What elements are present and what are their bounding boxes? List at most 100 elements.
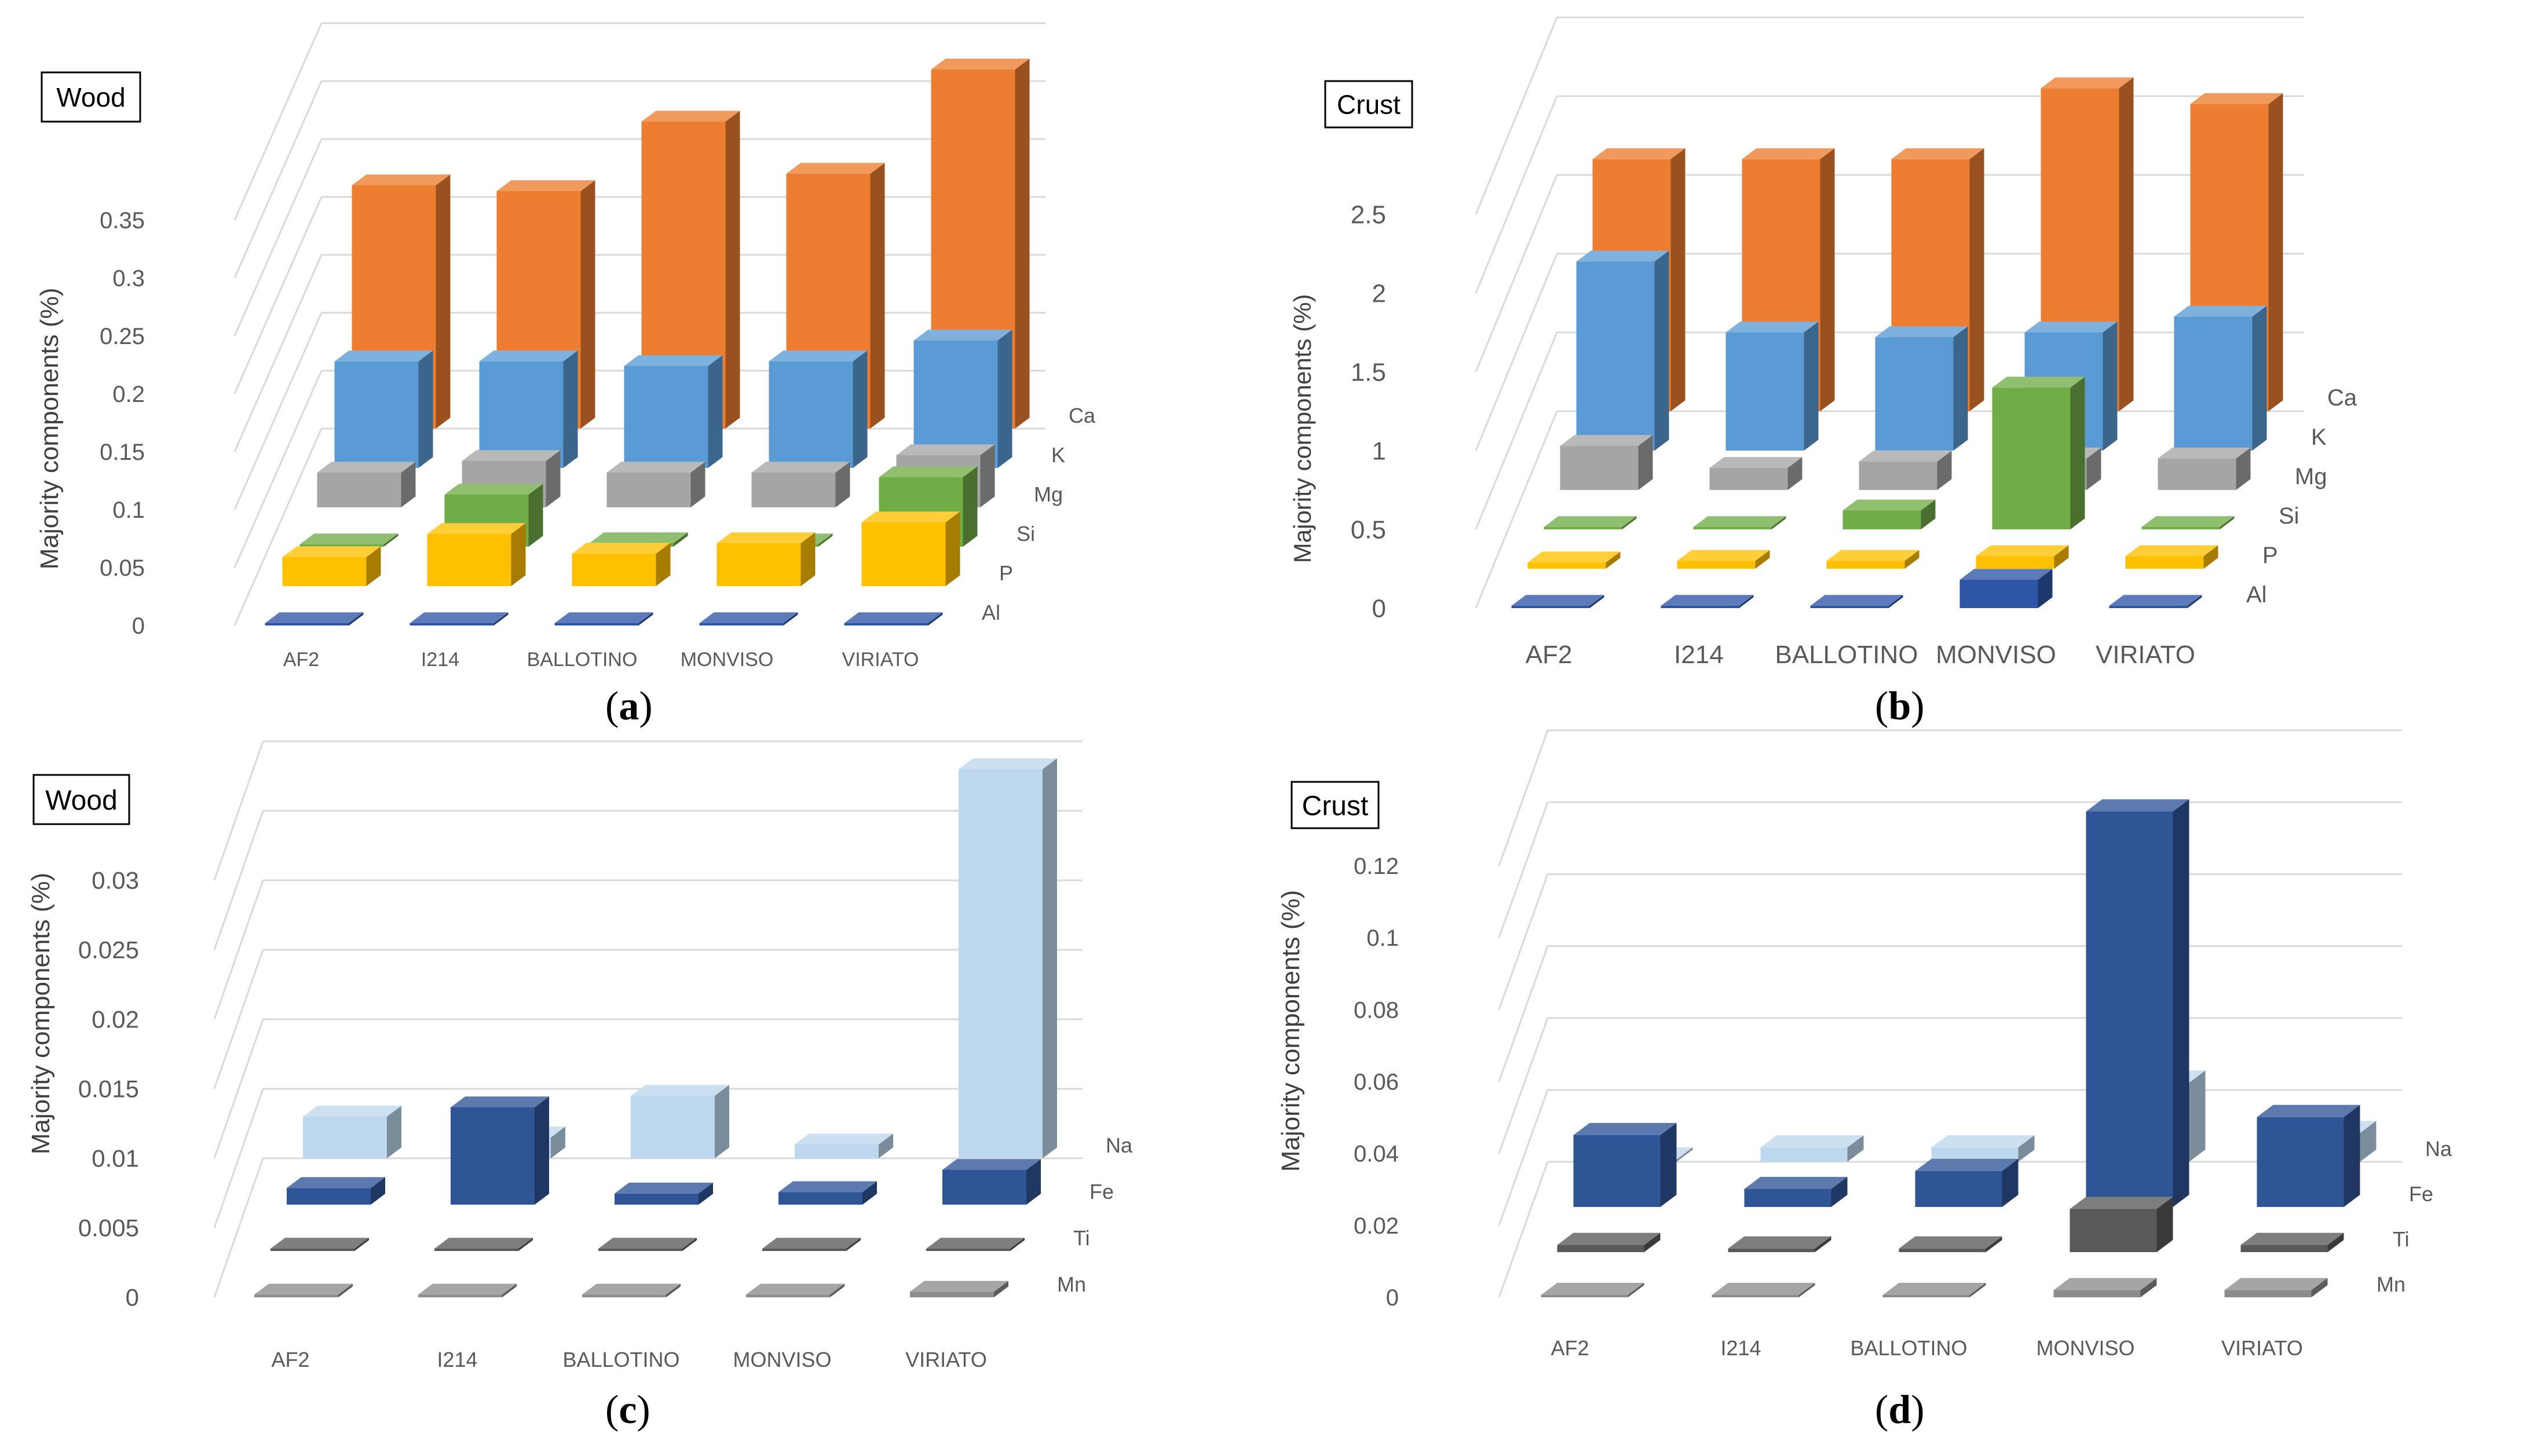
bar-mn-viriato <box>910 1281 1008 1297</box>
x-category-label: BALLOTINO <box>562 1348 679 1371</box>
gridline-diagonal <box>233 81 323 279</box>
bar-al-monviso <box>1959 569 2053 608</box>
series-label: P <box>2262 543 2278 568</box>
bar-ti-ballotino <box>1899 1236 2002 1252</box>
gridline-diagonal <box>1498 1018 1549 1154</box>
series-label: Fe <box>1089 1180 1114 1203</box>
x-category-label: I214 <box>1720 1336 1761 1360</box>
series-label: Ti <box>1073 1226 1090 1250</box>
series-label: K <box>1051 443 1065 467</box>
caption-a: (a) <box>605 684 653 729</box>
bar-mn-i214 <box>418 1283 517 1297</box>
gridline-diagonal <box>1475 96 1558 294</box>
gridline-diagonal <box>213 1019 264 1159</box>
bar-si-monviso <box>1992 376 2085 529</box>
x-category-label: AF2 <box>1526 641 1573 669</box>
bar-al-viriato <box>2109 595 2202 608</box>
bar-mn-viriato <box>2224 1278 2328 1297</box>
bar-p-monviso <box>1976 545 2069 569</box>
panel-tag-label: Crust <box>1302 791 1369 821</box>
x-category-label: MONVISO <box>733 1348 831 1371</box>
x-category-label: AF2 <box>271 1348 309 1371</box>
bar-fe-ballotino <box>1915 1158 2019 1207</box>
gridline-diagonal <box>233 196 323 394</box>
x-category-label: MONVISO <box>681 649 774 671</box>
bar-ti-monviso <box>2070 1197 2173 1252</box>
x-category-label: VIRIATO <box>2096 641 2195 669</box>
bar-mg-ballotino <box>606 462 705 507</box>
gridline-diagonal <box>213 949 264 1089</box>
bar-k-viriato <box>2174 306 2267 451</box>
x-category-label: BALLOTINO <box>1775 641 1918 669</box>
series-label: Al <box>982 601 1000 624</box>
bar-k-monviso <box>769 350 868 468</box>
x-category-label: VIRIATO <box>842 649 919 671</box>
y-tick-label: 1 <box>1372 437 1386 465</box>
bar-fe-monviso <box>778 1181 877 1205</box>
bar-si-af2 <box>299 533 398 547</box>
y-tick-label: 0.005 <box>78 1214 139 1242</box>
series-label: Na <box>2425 1137 2452 1161</box>
bar-ti-i214 <box>1728 1236 1831 1252</box>
series-label: Ca <box>2327 385 2357 411</box>
gridline-diagonal <box>213 1088 264 1228</box>
gridline-diagonal <box>213 880 264 1020</box>
bar-p-af2 <box>1527 551 1621 569</box>
bar-p-i214 <box>427 523 526 586</box>
series-label: Mg <box>2295 464 2327 489</box>
bar-ti-i214 <box>434 1238 533 1251</box>
chart-c-wood-minor: 0 0.005 0.01 0.015 0.02 0.025 0.03 Majority com… <box>27 740 1133 1371</box>
bar-mg-af2 <box>317 462 416 507</box>
bar-al-af2 <box>265 612 364 625</box>
bar-al-ballotino <box>1810 595 1903 608</box>
y-tick-label: 0.03 <box>92 867 139 894</box>
bar-na-ballotino <box>631 1085 729 1158</box>
bar-si-viriato <box>2141 516 2235 529</box>
bar-ti-ballotino <box>598 1238 697 1251</box>
y-tick-label: 0.015 <box>78 1075 139 1103</box>
gridline-diagonal <box>233 23 323 221</box>
y-tick-label: 0.025 <box>78 936 139 964</box>
bar-fe-monviso <box>2086 799 2189 1207</box>
bar-al-monviso <box>699 612 798 625</box>
series-label: Mn <box>1057 1272 1086 1296</box>
bar-fe-i214 <box>451 1096 549 1205</box>
chart-b-crust-major: 0 0.5 1 1.5 2 2.5 Majority components (%) AF2 I2… <box>1289 16 2357 669</box>
y-tick-label: 0 <box>126 1284 139 1311</box>
gridline-diagonal <box>233 254 323 452</box>
bar-k-ballotino <box>1875 326 1968 451</box>
bar-fe-i214 <box>1744 1176 1848 1207</box>
series-label: Fe <box>2409 1182 2433 1206</box>
bar-mn-af2 <box>1541 1283 1644 1297</box>
series-label: Na <box>1106 1133 1133 1157</box>
y-tick-label: 0.25 <box>100 324 145 349</box>
gridlines <box>1498 729 2402 1298</box>
chart-a-wood-major: 0 0.05 0.1 0.15 0.2 0.25 0.3 0.35 Majority compo… <box>35 22 1096 671</box>
y-tick-label: 0.12 <box>1354 854 1399 879</box>
bar-p-viriato <box>2125 545 2218 569</box>
bar-si-af2 <box>1544 516 1637 529</box>
bar-na-i214 <box>1760 1135 1864 1162</box>
bar-mg-i214 <box>1709 457 1803 490</box>
gridline-diagonal <box>213 741 264 881</box>
panel-tag-box: Crust <box>1290 781 1380 829</box>
series-label: Ca <box>1069 404 1096 427</box>
bar-k-ballotino <box>624 355 723 468</box>
series-label: Mg <box>1034 482 1063 506</box>
bar-p-af2 <box>282 546 381 586</box>
gridline-diagonal <box>1498 802 1549 938</box>
bar-al-af2 <box>1511 595 1604 608</box>
panel-tag-label: Crust <box>1337 90 1401 120</box>
y-tick-label: 0.01 <box>92 1145 139 1172</box>
gridline-diagonal <box>233 312 323 510</box>
y-tick-label: 2 <box>1372 279 1386 308</box>
bar-na-monviso <box>795 1133 893 1158</box>
y-tick-label: 0.05 <box>100 555 145 581</box>
caption-c: (c) <box>605 1388 650 1432</box>
panel-tag-box: Wood <box>41 71 141 123</box>
bar-mn-i214 <box>1712 1283 1815 1297</box>
bar-ti-af2 <box>1557 1232 1661 1252</box>
bar-p-i214 <box>1677 550 1770 569</box>
gridline-diagonal <box>233 138 323 336</box>
y-tick-label: 0 <box>1372 594 1386 623</box>
